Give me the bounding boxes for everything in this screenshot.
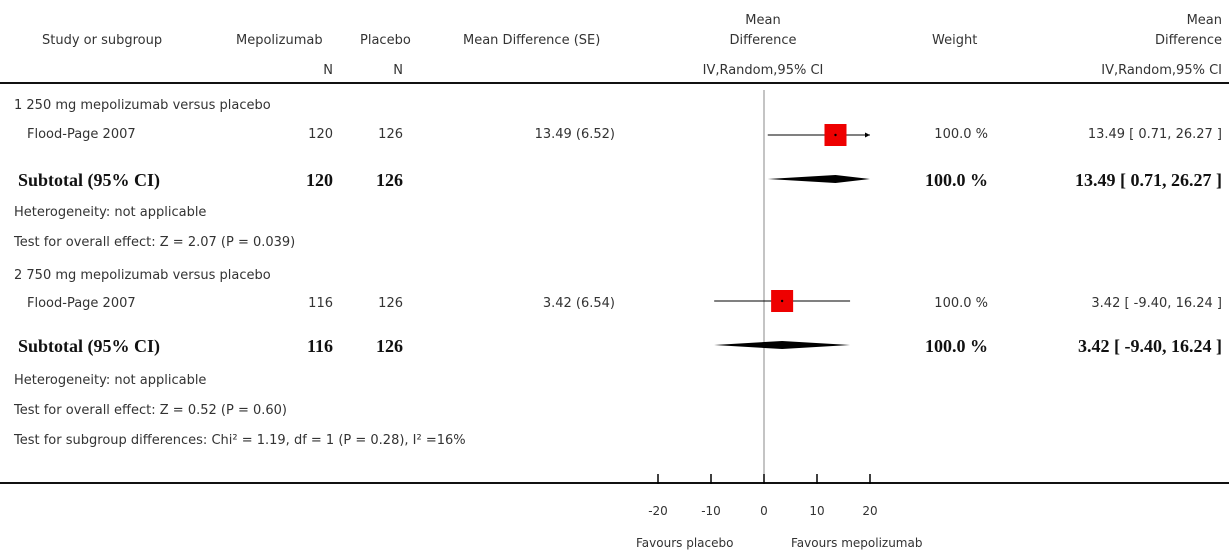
study-weight: 100.0 % xyxy=(934,296,988,311)
subtotal-diamond xyxy=(767,175,870,183)
header-md-title-1: Mean xyxy=(1186,13,1222,28)
study-name: Flood-Page 2007 xyxy=(27,296,136,311)
subtotal-n-mepo: 120 xyxy=(306,170,333,190)
header-plot-title-1: Mean xyxy=(745,13,781,28)
subtotal-n-placebo: 126 xyxy=(376,170,403,190)
group-label: 2 750 mg mepolizumab versus placebo xyxy=(14,268,271,283)
study-md-se: 3.42 (6.54) xyxy=(542,296,615,311)
axis-tick-label: 0 xyxy=(760,504,768,518)
header-md-method: IV,Random,95% CI xyxy=(1101,63,1222,78)
header-md-se: Mean Difference (SE) xyxy=(463,33,601,48)
overall-effect: Test for overall effect: Z = 2.07 (P = 0… xyxy=(14,235,296,250)
favours-right-label: Favours mepolizumab xyxy=(791,536,923,550)
header-md-title-2: Difference xyxy=(1154,33,1222,48)
study-weight: 100.0 % xyxy=(934,127,988,142)
subtotal-n-mepo: 116 xyxy=(306,336,333,356)
axis-tick-label: 10 xyxy=(809,504,824,518)
study-md-se: 13.49 (6.52) xyxy=(534,127,615,142)
favours-left-label: Favours placebo xyxy=(636,536,734,550)
heterogeneity: Heterogeneity: not applicable xyxy=(14,373,207,388)
study-point xyxy=(834,133,837,137)
axis-tick-label: 20 xyxy=(862,504,877,518)
subtotal-n-placebo: 126 xyxy=(376,336,403,356)
header-n-mepo: N xyxy=(323,63,333,78)
study-ci: 3.42 [ -9.40, 16.24 ] xyxy=(1091,296,1222,311)
group-label: 1 250 mg mepolizumab versus placebo xyxy=(14,98,271,113)
subtotal-weight: 100.0 % xyxy=(925,170,988,190)
axis-tick-label: -20 xyxy=(648,504,668,518)
study-point xyxy=(780,299,784,303)
header-n-placebo: N xyxy=(393,63,403,78)
overall-effect: Test for overall effect: Z = 0.52 (P = 0… xyxy=(14,403,287,418)
study-name: Flood-Page 2007 xyxy=(27,127,136,142)
subgroup-differences-test: Test for subgroup differences: Chi² = 1.… xyxy=(14,433,466,448)
header-study: Study or subgroup xyxy=(42,33,163,48)
axis-tick-label: -10 xyxy=(701,504,721,518)
study-n-placebo: 126 xyxy=(378,296,403,311)
header-rule xyxy=(0,82,1229,84)
study-n-mepo: 120 xyxy=(308,127,333,142)
study-n-placebo: 126 xyxy=(378,127,403,142)
ci-arrow xyxy=(865,132,870,138)
subtotal-label: Subtotal (95% CI) xyxy=(18,336,161,356)
header-plot-title-2: Difference xyxy=(729,33,797,48)
heterogeneity: Heterogeneity: not applicable xyxy=(14,205,207,220)
subtotal-ci: 13.49 [ 0.71, 26.27 ] xyxy=(1075,170,1222,190)
study-n-mepo: 116 xyxy=(308,296,333,311)
header-mepolizumab: Mepolizumab xyxy=(236,33,323,48)
header-weight: Weight xyxy=(932,33,978,48)
subtotal-ci: 3.42 [ -9.40, 16.24 ] xyxy=(1078,336,1222,356)
header-plot-method: IV,Random,95% CI xyxy=(702,63,824,78)
header-placebo: Placebo xyxy=(360,33,411,48)
subtotal-weight: 100.0 % xyxy=(925,336,988,356)
bottom-rule xyxy=(0,482,1229,484)
subtotal-diamond xyxy=(714,341,851,349)
subtotal-label: Subtotal (95% CI) xyxy=(18,170,161,190)
study-ci: 13.49 [ 0.71, 26.27 ] xyxy=(1087,127,1222,142)
